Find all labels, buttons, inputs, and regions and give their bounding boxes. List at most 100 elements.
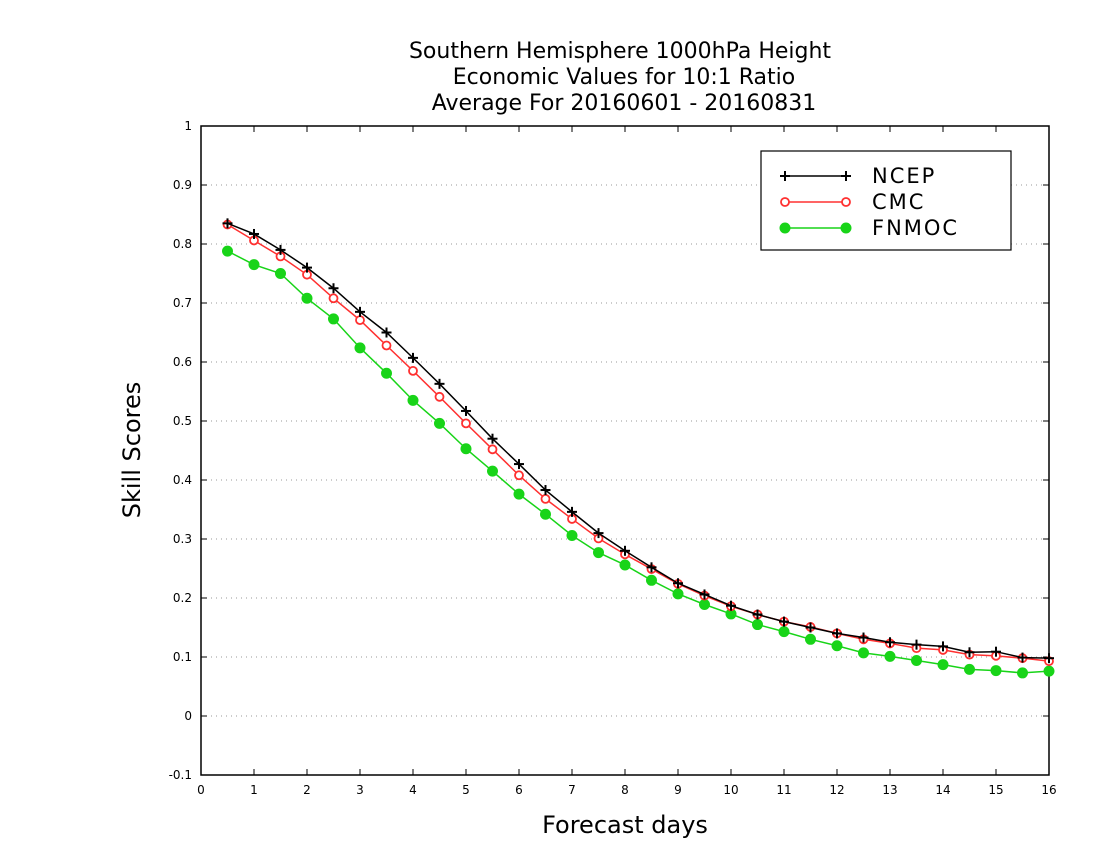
x-tick-label: 9 <box>674 783 682 797</box>
series-ncep <box>222 218 1054 664</box>
x-axis-title: Forecast days <box>542 811 708 839</box>
data-point-fnmoc <box>407 394 419 406</box>
x-tick-label: 14 <box>935 783 950 797</box>
data-point-fnmoc <box>328 313 339 325</box>
legend-marker <box>840 222 852 234</box>
x-tick-label: 7 <box>568 783 576 797</box>
x-tick-label: 10 <box>723 783 738 797</box>
x-tick-label: 2 <box>303 783 311 797</box>
y-tick-label: 0.9 <box>173 178 192 192</box>
data-point-ncep <box>805 622 816 633</box>
data-point-ncep <box>328 283 339 294</box>
data-point-fnmoc <box>619 559 631 571</box>
x-tick-label: 13 <box>882 783 897 797</box>
x-tick-label: 15 <box>988 783 1003 797</box>
data-point-fnmoc <box>964 663 975 675</box>
axes: -0.100.10.20.30.40.50.60.70.80.910 1 2 3 4 5 6… <box>169 119 1057 797</box>
data-point-ncep <box>779 616 789 627</box>
data-point-fnmoc <box>275 268 286 279</box>
data-point-cmc <box>328 293 339 304</box>
series-cmc <box>222 219 1054 667</box>
legend-marker <box>779 222 791 234</box>
data-point-fnmoc <box>513 488 525 500</box>
data-point-fnmoc <box>805 633 816 645</box>
y-tick-label: 0.5 <box>173 414 192 428</box>
data-point-fnmoc <box>460 443 472 455</box>
x-tick-label: 8 <box>621 783 629 797</box>
y-tick-label: 0.7 <box>173 296 192 310</box>
chart-title-line-3: Average For 20160601 - 20160831 <box>432 91 817 116</box>
data-point-fnmoc <box>381 367 392 379</box>
data-point-cmc <box>434 391 445 402</box>
data-point-ncep <box>222 218 233 229</box>
data-point-ncep <box>275 244 286 255</box>
data-point-cmc <box>381 340 392 351</box>
legend-label: CMC <box>872 190 925 214</box>
data-point-ncep <box>752 609 763 620</box>
data-point-ncep <box>938 641 948 652</box>
data-point-fnmoc <box>1017 667 1028 679</box>
data-point-fnmoc <box>990 665 1002 677</box>
x-tick-label: 12 <box>829 783 844 797</box>
data-point-ncep <box>1044 653 1054 664</box>
data-point-fnmoc <box>354 342 366 354</box>
x-tick-label: 11 <box>776 783 791 797</box>
data-point-ncep <box>991 646 1001 657</box>
data-point-cmc <box>355 315 365 326</box>
data-point-fnmoc <box>911 655 922 667</box>
legend-label: NCEP <box>872 164 936 188</box>
data-point-fnmoc <box>540 508 551 520</box>
x-tick-label: 1 <box>250 783 258 797</box>
data-point-ncep <box>408 352 418 363</box>
data-point-fnmoc <box>884 650 896 662</box>
data-point-ncep <box>964 647 975 658</box>
series-line-fnmoc <box>227 250 1050 674</box>
data-point-fnmoc <box>858 647 869 659</box>
data-point-ncep <box>646 562 657 573</box>
legend-box <box>760 150 1012 251</box>
data-point-cmc <box>514 470 524 481</box>
data-point-ncep <box>302 262 312 273</box>
data-point-ncep <box>858 632 869 643</box>
y-tick-label: 0 <box>184 709 192 723</box>
x-tick-label: 5 <box>462 783 470 797</box>
data-point-ncep <box>355 306 365 317</box>
y-tick-label: -0.1 <box>169 768 192 782</box>
x-tick-label: 3 <box>356 783 364 797</box>
data-point-ncep <box>461 405 471 416</box>
legend-item-ncep: NCEP <box>780 164 936 188</box>
data-point-fnmoc <box>434 417 445 429</box>
y-tick-label: 0.2 <box>173 591 192 605</box>
legend-item-fnmoc: FNMOC <box>779 216 959 240</box>
chart-title: Southern Hemisphere 1000hPa Height Econo… <box>409 39 831 116</box>
data-point-cmc <box>461 418 471 429</box>
x-tick-label: 16 <box>1041 783 1056 797</box>
legend-label: FNMOC <box>872 216 959 240</box>
series-line-ncep <box>227 222 1050 659</box>
data-point-cmc <box>487 444 498 455</box>
y-tick-label: 0.8 <box>173 237 192 251</box>
data-point-fnmoc <box>1043 665 1055 677</box>
data-point-cmc <box>408 365 418 376</box>
y-tick-label: 0.3 <box>173 532 192 546</box>
series-fnmoc <box>222 245 1055 679</box>
y-tick-label: 0.4 <box>173 473 192 487</box>
data-point-ncep <box>434 378 445 389</box>
data-point-ncep <box>673 578 683 589</box>
series-line-cmc <box>227 223 1050 662</box>
data-point-ncep <box>911 639 922 650</box>
data-point-fnmoc <box>752 619 763 631</box>
data-point-fnmoc <box>831 640 843 652</box>
data-point-fnmoc <box>937 659 949 671</box>
y-tick-label: 0.6 <box>173 355 192 369</box>
legend-marker <box>780 197 790 207</box>
data-point-ncep <box>832 628 842 639</box>
data-point-fnmoc <box>593 547 604 559</box>
data-point-cmc <box>540 493 551 504</box>
data-point-ncep <box>593 528 604 539</box>
data-point-fnmoc <box>487 465 498 477</box>
data-point-ncep <box>540 485 551 496</box>
y-axis-title: Skill Scores <box>118 382 146 519</box>
x-tick-label: 6 <box>515 783 523 797</box>
